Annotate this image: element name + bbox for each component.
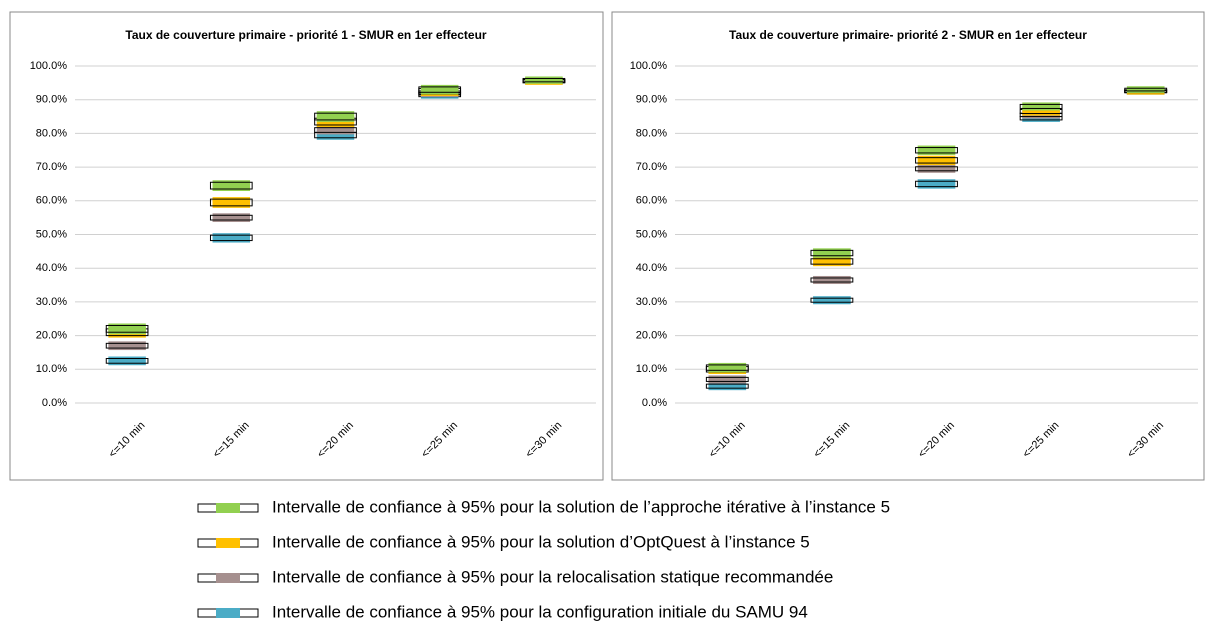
y-tick-label: 80.0% <box>36 127 67 139</box>
ci-range <box>708 375 747 384</box>
y-tick-label: 80.0% <box>636 127 667 139</box>
chart-title: Taux de couverture primaire - priorité 1… <box>125 28 487 42</box>
ci-box <box>915 157 958 164</box>
ci-box <box>1019 103 1063 109</box>
ci-range <box>708 382 747 391</box>
legend-swatch <box>216 503 240 513</box>
legend-label: Intervalle de confiance à 95% pour la so… <box>272 532 810 551</box>
ci-range <box>1022 102 1060 111</box>
x-tick-label: <=30 min <box>523 419 564 460</box>
ci-box <box>810 249 854 257</box>
ci-box <box>314 127 357 133</box>
ci-box <box>418 86 462 93</box>
legend-label: Intervalle de confiance à 95% pour la re… <box>272 567 833 586</box>
ci-box <box>915 180 958 188</box>
x-tick-label: <=25 min <box>1021 419 1062 460</box>
ci-range <box>212 180 251 192</box>
y-tick-label: 100.0% <box>30 60 68 72</box>
ci-box <box>915 166 958 172</box>
ci-box <box>1124 87 1168 92</box>
y-tick-label: 50.0% <box>36 228 67 240</box>
y-tick-label: 20.0% <box>636 330 667 342</box>
ci-range <box>316 111 355 122</box>
ci-range <box>1126 86 1165 93</box>
ci-box <box>105 324 149 333</box>
chart-title: Taux de couverture primaire- priorité 2 … <box>729 28 1087 42</box>
ci-range <box>108 356 146 366</box>
ci-range <box>708 362 747 373</box>
x-tick-label: <=10 min <box>707 419 748 460</box>
legend-label: Intervalle de confiance à 95% pour la so… <box>272 497 890 516</box>
y-tick-label: 10.0% <box>636 363 667 375</box>
ci-range <box>212 233 251 243</box>
x-tick-label: <=20 min <box>315 419 356 460</box>
x-tick-label: <=30 min <box>1125 419 1166 460</box>
ci-box <box>705 364 749 371</box>
ci-box <box>810 258 854 265</box>
ci-range <box>813 275 851 285</box>
y-tick-label: 90.0% <box>36 94 67 106</box>
legend-swatch <box>216 538 240 548</box>
y-tick-label: 20.0% <box>36 330 67 342</box>
legend-swatch <box>216 608 240 618</box>
ci-box <box>810 277 854 283</box>
ci-range <box>212 213 251 223</box>
ci-range <box>420 84 459 95</box>
x-tick-label: <=15 min <box>211 419 252 460</box>
ci-box <box>209 181 253 190</box>
ci-range <box>917 155 956 166</box>
ci-box <box>810 297 854 303</box>
ci-range <box>212 197 251 208</box>
x-tick-label: <=20 min <box>916 419 957 460</box>
ci-box <box>705 383 749 389</box>
y-tick-label: 30.0% <box>36 296 67 308</box>
ci-box <box>522 77 566 83</box>
y-tick-label: 100.0% <box>630 60 668 72</box>
x-tick-label: <=25 min <box>419 419 460 460</box>
ci-box <box>105 342 149 349</box>
x-tick-label: <=15 min <box>811 419 852 460</box>
ci-range <box>316 125 355 135</box>
ci-range <box>917 164 956 173</box>
ci-range <box>1022 107 1060 116</box>
panel-border <box>611 11 1205 481</box>
legend-label: Intervalle de confiance à 95% pour la co… <box>272 602 808 621</box>
ci-range <box>525 76 563 84</box>
ci-box <box>209 198 253 207</box>
y-tick-label: 90.0% <box>636 94 667 106</box>
ci-box <box>915 147 958 154</box>
y-tick-label: 70.0% <box>636 161 667 173</box>
ci-range <box>316 130 355 140</box>
legend-swatch <box>216 573 240 583</box>
y-tick-label: 60.0% <box>36 195 67 207</box>
ci-range <box>108 341 146 351</box>
x-tick-label: <=10 min <box>107 419 148 460</box>
y-tick-label: 40.0% <box>636 262 667 274</box>
y-tick-label: 50.0% <box>636 228 667 240</box>
ci-range <box>813 248 851 258</box>
ci-box <box>705 376 749 382</box>
y-tick-label: 60.0% <box>636 195 667 207</box>
ci-range <box>108 323 146 335</box>
ci-box <box>314 112 357 121</box>
y-tick-label: 40.0% <box>36 262 67 274</box>
ci-range <box>917 179 956 189</box>
y-tick-label: 0.0% <box>42 397 67 409</box>
y-tick-label: 0.0% <box>642 397 667 409</box>
y-tick-label: 10.0% <box>36 363 67 375</box>
ci-range <box>813 296 851 305</box>
ci-box <box>105 358 149 364</box>
y-tick-label: 30.0% <box>636 296 667 308</box>
ci-box <box>209 234 253 242</box>
y-tick-label: 70.0% <box>36 161 67 173</box>
ci-range <box>813 256 851 267</box>
ci-range <box>917 145 956 155</box>
panel-border <box>9 11 604 481</box>
ci-box <box>209 214 253 221</box>
